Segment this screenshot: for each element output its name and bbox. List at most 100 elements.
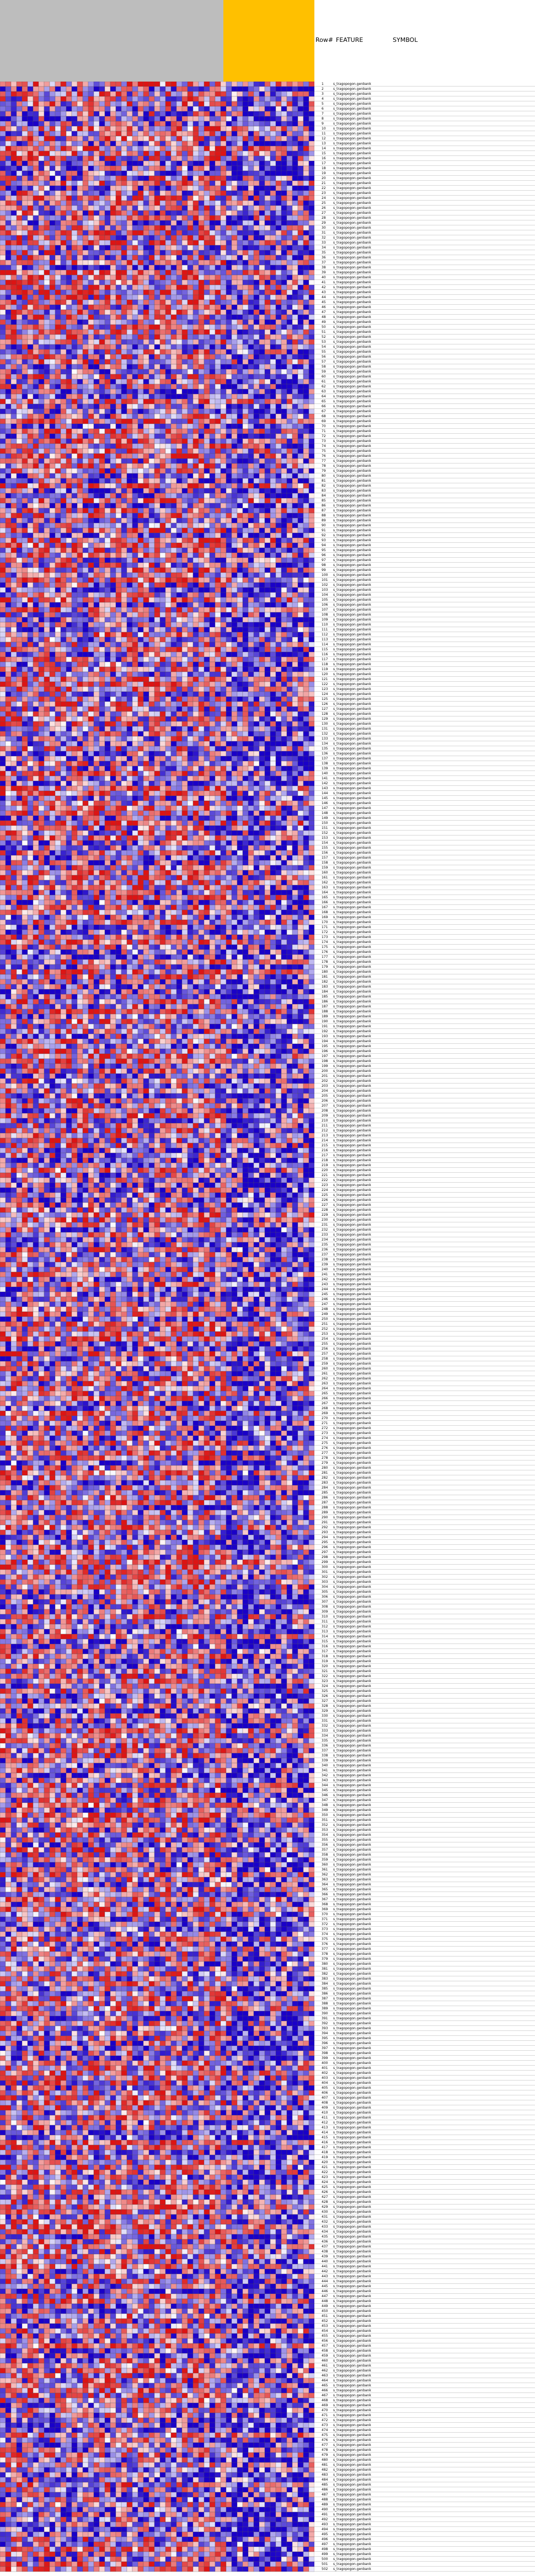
heatmap-cell — [110, 141, 116, 146]
heatmap-cell — [160, 364, 165, 369]
heatmap-cell — [193, 434, 199, 439]
heatmap-cell — [215, 369, 221, 374]
heatmap-cell — [221, 424, 226, 429]
heatmap-cell — [11, 325, 17, 330]
heatmap-cell — [121, 255, 127, 260]
heatmap-cell — [77, 310, 83, 315]
heatmap-cell — [160, 235, 165, 240]
heatmap-cell — [143, 225, 149, 230]
heatmap-cell — [127, 315, 132, 320]
heatmap-cell — [105, 126, 110, 131]
heatmap-cell — [188, 235, 193, 240]
heatmap-cell — [221, 230, 226, 235]
heatmap-cell — [160, 394, 165, 399]
heatmap-cell — [270, 290, 276, 295]
heatmap-cell — [105, 473, 110, 478]
heatmap-cell — [154, 260, 160, 265]
heatmap-cell — [298, 101, 303, 106]
heatmap-cell — [143, 235, 149, 240]
heatmap-cell — [77, 379, 83, 384]
column-tick — [149, 0, 154, 8]
heatmap-cell — [237, 191, 243, 196]
heatmap-cell — [248, 146, 254, 151]
heatmap-cell — [276, 106, 281, 111]
heatmap-cell — [210, 444, 215, 449]
heatmap-cell — [232, 265, 237, 270]
heatmap-cell — [237, 310, 243, 315]
heatmap-cell — [22, 211, 28, 215]
heatmap-cell — [276, 250, 281, 255]
heatmap-cell — [121, 196, 127, 201]
heatmap-cell — [287, 339, 292, 344]
heatmap-cell — [265, 126, 270, 131]
heatmap-cell — [276, 459, 281, 464]
heatmap-cell — [276, 330, 281, 335]
heatmap-cell — [309, 295, 314, 300]
heatmap-cell — [66, 196, 72, 201]
heatmap-cell — [11, 141, 17, 146]
heatmap-cell — [17, 300, 22, 305]
heatmap-cell — [28, 344, 33, 349]
heatmap-cell — [94, 478, 99, 483]
heatmap-cell — [243, 82, 248, 87]
heatmap-cell — [99, 310, 105, 315]
heatmap-cell — [66, 344, 72, 349]
heatmap-cell — [121, 230, 127, 235]
heatmap-cell — [55, 270, 61, 275]
heatmap-cell — [160, 230, 165, 235]
heatmap-cell — [77, 270, 83, 275]
heatmap-cell — [254, 181, 259, 186]
heatmap-cell — [182, 151, 188, 156]
heatmap-cell — [243, 131, 248, 136]
heatmap-cell — [165, 171, 171, 176]
heatmap-cell — [176, 330, 182, 335]
heatmap-cell — [149, 181, 154, 186]
heatmap-cell — [193, 245, 199, 250]
heatmap-cell — [121, 399, 127, 404]
heatmap-cell — [149, 141, 154, 146]
heatmap-cell — [193, 454, 199, 459]
heatmap-cell — [110, 186, 116, 191]
heatmap-cell — [149, 389, 154, 394]
heatmap-cell — [83, 211, 88, 215]
heatmap-cell — [188, 96, 193, 101]
heatmap-cell — [265, 419, 270, 424]
heatmap-cell — [44, 409, 50, 414]
heatmap-cell — [121, 156, 127, 161]
heatmap-cell — [243, 384, 248, 389]
heatmap-cell — [254, 335, 259, 339]
heatmap-cell — [143, 275, 149, 280]
heatmap-cell — [248, 206, 254, 211]
heatmap-cell — [44, 275, 50, 280]
heatmap-cell — [281, 389, 287, 394]
heatmap-cell — [110, 464, 116, 468]
heatmap-cell — [171, 389, 176, 394]
heatmap-cell — [55, 444, 61, 449]
heatmap-cell — [188, 300, 193, 305]
heatmap-cell — [199, 404, 204, 409]
heatmap-cell — [6, 270, 11, 275]
heatmap-cell — [292, 82, 298, 87]
heatmap-cell — [248, 434, 254, 439]
heatmap-cell — [110, 126, 116, 131]
heatmap-cell — [105, 389, 110, 394]
heatmap-cell — [55, 111, 61, 116]
heatmap-cell — [237, 196, 243, 201]
heatmap-cell — [226, 260, 232, 265]
heatmap-cell — [243, 116, 248, 121]
heatmap-cell — [188, 280, 193, 285]
heatmap-cell — [276, 171, 281, 176]
heatmap-cell — [281, 439, 287, 444]
heatmap-cell — [94, 454, 99, 459]
heatmap-cell — [55, 220, 61, 225]
heatmap-cell — [182, 106, 188, 111]
heatmap-cell — [127, 96, 132, 101]
heatmap-cell — [199, 473, 204, 478]
heatmap-cell — [281, 176, 287, 181]
heatmap-cell — [149, 434, 154, 439]
heatmap-cell — [138, 235, 143, 240]
heatmap-cell — [11, 161, 17, 166]
heatmap-cell — [11, 82, 17, 87]
heatmap-cell — [17, 171, 22, 176]
heatmap-cell — [171, 211, 176, 215]
